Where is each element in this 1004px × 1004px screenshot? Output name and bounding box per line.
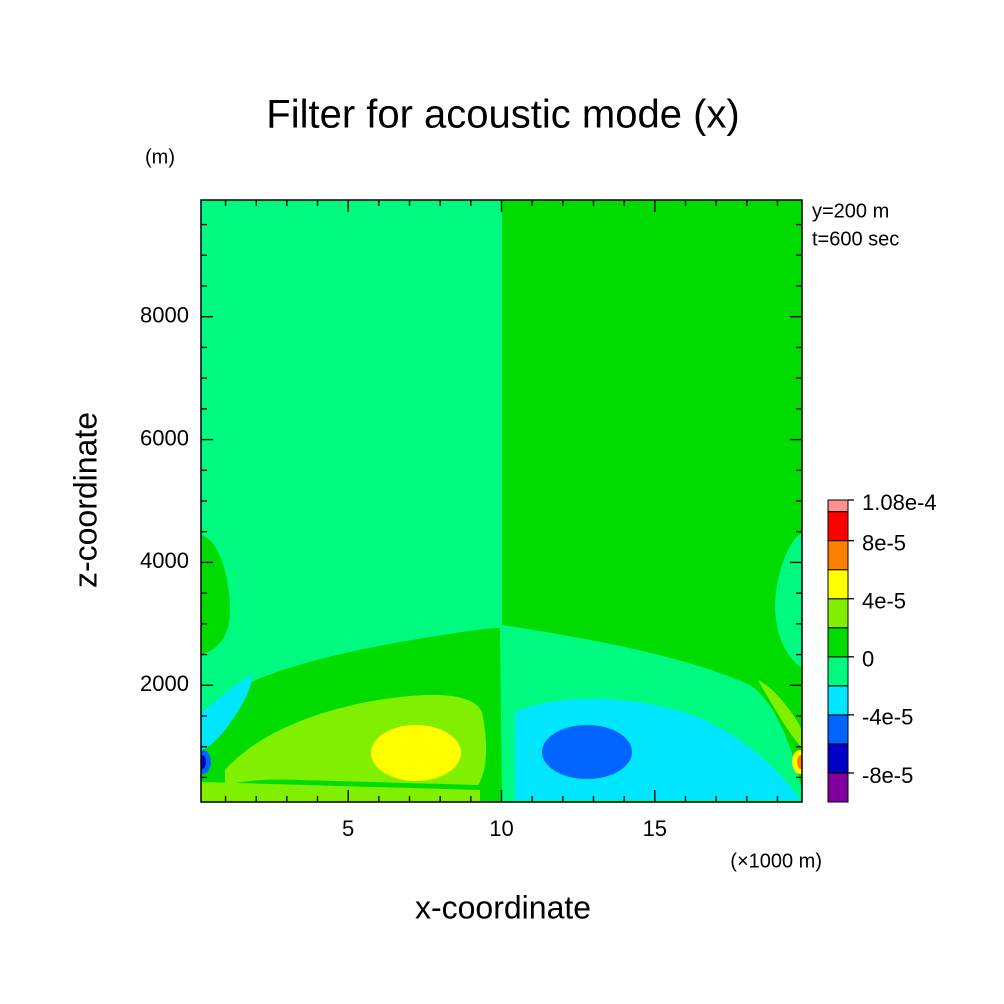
colorbar-tick-label: -4e-5: [862, 705, 913, 730]
contour-region: [775, 533, 802, 668]
contour-region: [201, 755, 206, 769]
colorbar-box: [827, 685, 849, 716]
contour-region: [758, 680, 802, 748]
annotation: t=600 sec: [812, 228, 899, 250]
colorbar-tick-label: 0: [862, 647, 874, 672]
colorbar-tick-label: 1.08e-4: [862, 490, 937, 515]
y-tick-label: 4000: [140, 548, 189, 573]
annotation: y=200 m: [812, 200, 889, 222]
colorbar-box: [827, 540, 849, 571]
colorbar-box: [827, 511, 849, 542]
contour-region: [797, 755, 802, 769]
colorbar-tick-label: 4e-5: [862, 589, 906, 614]
contour-region: [201, 535, 230, 655]
chart-title: Filter for acoustic mode (x): [266, 93, 739, 137]
contour-region: [201, 782, 480, 802]
colorbar-box: [827, 627, 849, 658]
y-tick-label: 6000: [140, 425, 189, 450]
colorbar-box: [827, 499, 849, 513]
x-tick-label: 10: [489, 816, 513, 841]
contour-region: [201, 675, 252, 750]
x-tick-label: 5: [342, 816, 354, 841]
x-axis-label: x-coordinate: [415, 889, 591, 925]
x-tick-label: 15: [643, 816, 667, 841]
contour-region: [371, 725, 461, 781]
contour-region: [542, 725, 632, 779]
x-unit: (×1000 m): [730, 850, 822, 872]
colorbar-box: [827, 772, 849, 803]
colorbar-box: [827, 714, 849, 745]
colorbar-tick-label: 8e-5: [862, 530, 906, 555]
contour-field: [201, 200, 802, 802]
colorbar-box: [827, 656, 849, 687]
colorbar-box: [827, 598, 849, 629]
colorbar-tick-label: -8e-5: [862, 763, 913, 788]
y-tick-label: 2000: [140, 671, 189, 696]
colorbar-box: [827, 569, 849, 600]
y-axis-label: z-coordinate: [67, 412, 103, 588]
colorbar-box: [827, 743, 849, 774]
y-tick-label: 8000: [140, 303, 189, 328]
y-unit: (m): [145, 146, 175, 168]
